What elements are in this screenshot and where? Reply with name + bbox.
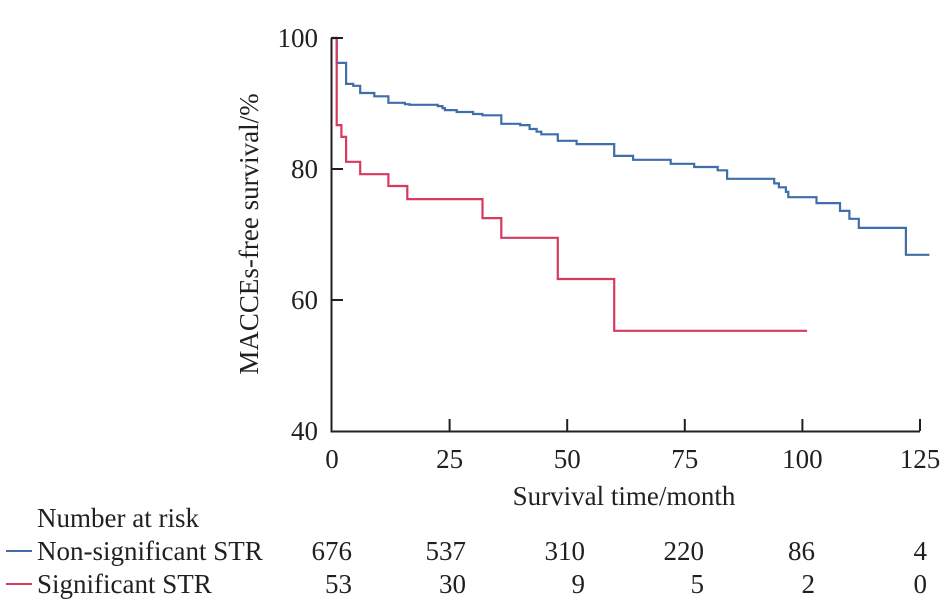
- series-line-significant-str: [332, 36, 808, 332]
- x-tick-label: 50: [554, 444, 581, 474]
- x-tick-label: 100: [782, 444, 823, 474]
- risk-count: 310: [545, 536, 586, 566]
- series-line-non-significant-str: [332, 36, 930, 256]
- risk-count: 30: [439, 569, 466, 599]
- risk-count: 5: [691, 569, 705, 599]
- risk-table-title: Number at risk: [37, 503, 199, 533]
- y-tick-label: 40: [291, 416, 318, 446]
- axes: [330, 38, 920, 433]
- risk-label-non-significant-str: Non-significant STR: [37, 536, 263, 566]
- x-tick-label: 0: [325, 444, 339, 474]
- risk-count: 0: [914, 569, 928, 599]
- y-ticks: 40 60 80 100: [278, 23, 343, 446]
- risk-count: 86: [788, 536, 815, 566]
- y-axis-title: MACCEs-free survival/%: [234, 93, 264, 374]
- risk-table: Non-significant STR 676 537 310 220 86 4 Signif…: [6, 536, 928, 599]
- y-tick-label: 60: [291, 285, 318, 315]
- risk-label-significant-str: Significant STR: [37, 569, 212, 599]
- y-tick-label: 100: [278, 23, 319, 53]
- risk-count: 53: [325, 569, 352, 599]
- x-ticks: 0 25 50 75 100 125: [325, 419, 940, 474]
- risk-count: 4: [914, 536, 928, 566]
- x-tick-label: 125: [900, 444, 941, 474]
- risk-count: 2: [802, 569, 816, 599]
- y-tick-label: 80: [291, 154, 318, 184]
- risk-count: 537: [426, 536, 467, 566]
- x-tick-label: 75: [671, 444, 698, 474]
- risk-count: 9: [572, 569, 586, 599]
- risk-count: 220: [664, 536, 705, 566]
- x-axis-title: Survival time/month: [513, 481, 736, 511]
- survival-curves: [332, 36, 930, 332]
- risk-count: 676: [312, 536, 353, 566]
- x-tick-label: 25: [436, 444, 463, 474]
